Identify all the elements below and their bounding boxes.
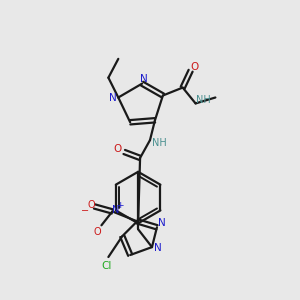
- Text: N: N: [110, 94, 117, 103]
- Text: N: N: [140, 74, 148, 84]
- Text: NH: NH: [152, 138, 166, 148]
- Text: N: N: [112, 206, 119, 215]
- Text: Cl: Cl: [101, 261, 112, 271]
- Text: N: N: [154, 243, 162, 253]
- Text: O: O: [190, 62, 199, 72]
- Text: N: N: [158, 218, 166, 228]
- Text: +: +: [116, 201, 124, 210]
- Text: NH: NH: [196, 95, 211, 106]
- Text: O: O: [94, 227, 101, 237]
- Text: O: O: [113, 144, 122, 154]
- Text: −: −: [80, 206, 89, 216]
- Text: O: O: [88, 200, 95, 211]
